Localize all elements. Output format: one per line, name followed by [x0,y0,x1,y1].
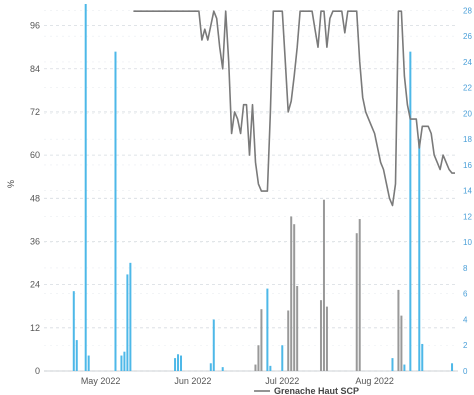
y2-tick-label: 16 [463,161,472,170]
precip-bar [129,262,132,371]
precip-bar [293,224,296,371]
precip-bar [257,345,260,371]
y2-tick-label: 26 [463,32,472,41]
y2-tick-label: 10 [463,238,472,247]
precip-bar [177,354,180,371]
precip-bar [319,300,322,371]
precip-bar [174,358,177,371]
y2-tick-label: 0 [463,367,468,376]
precip-bar [75,340,78,371]
precip-bar [123,351,126,371]
precip-bar [269,365,272,371]
x-tick-label: Jul 2022 [265,376,299,386]
y-axis-label: % [6,180,16,188]
precip-bar [290,216,293,371]
precip-bar [400,315,403,371]
y-tick-label: 72 [30,107,40,117]
precip-bar [296,286,299,371]
precip-bar [355,233,358,371]
y2-tick-label: 14 [463,187,472,196]
precip-bar [451,363,454,371]
precip-bar [421,343,424,371]
y2-tick-label: 18 [463,135,472,144]
precip-bar [403,364,406,371]
x-tick-label: May 2022 [81,376,121,386]
precip-bar [325,306,328,371]
precip-bar [391,358,394,371]
x-axis-ticks: May 2022 Jun 2022 Jul 2022 Aug 2022 [81,376,394,386]
y-tick-label: 96 [30,21,40,31]
precip-bar [254,364,257,371]
precip-bar [281,345,284,371]
legend-label: Grenache Haut SCP [274,386,359,395]
precip-bar [266,288,269,371]
y-axis-left-ticks: 0 12 24 36 48 60 72 84 96 [30,21,40,376]
y-tick-label: 24 [30,280,40,290]
y-tick-label: 36 [30,236,40,246]
y-tick-label: 48 [30,193,40,203]
precip-bar [287,310,290,371]
y-tick-label: 12 [30,323,40,333]
precip-bars-blue [72,4,454,371]
y2-tick-label: 12 [463,212,472,221]
y2-tick-label: 4 [463,315,468,324]
precip-bar [87,355,90,371]
precip-bar [358,219,361,371]
precip-bar [397,289,400,371]
precip-bar [180,355,183,371]
precip-bar [260,309,263,371]
y2-tick-label: 20 [463,109,472,118]
precip-bar [212,319,215,371]
y-tick-label: 0 [35,366,40,376]
y2-tick-label: 24 [463,58,472,67]
precip-bar [120,355,123,371]
precip-bar [418,139,421,371]
grenache-haut-scp-line [133,10,455,207]
precip-bar [72,291,75,371]
grid [44,10,458,372]
precip-bar [322,199,325,371]
y-tick-label: 84 [30,64,40,74]
y2-tick-label: 2 [463,341,468,350]
precip-bar [409,51,412,371]
y2-tick-label: 28 [463,6,472,15]
legend: Grenache Haut SCP [254,386,359,395]
y2-tick-label: 8 [463,264,468,273]
precip-bars-gray [254,199,403,371]
x-tick-label: Jun 2022 [174,376,211,386]
x-tick-label: Aug 2022 [355,376,394,386]
precip-bar [114,51,117,371]
precip-bar [126,274,129,371]
y2-tick-label: 6 [463,290,468,299]
precip-bar [209,363,212,371]
y2-tick-label: 22 [463,84,472,93]
y-tick-label: 60 [30,150,40,160]
precip-bar [84,4,87,371]
precip-bar [221,367,224,371]
